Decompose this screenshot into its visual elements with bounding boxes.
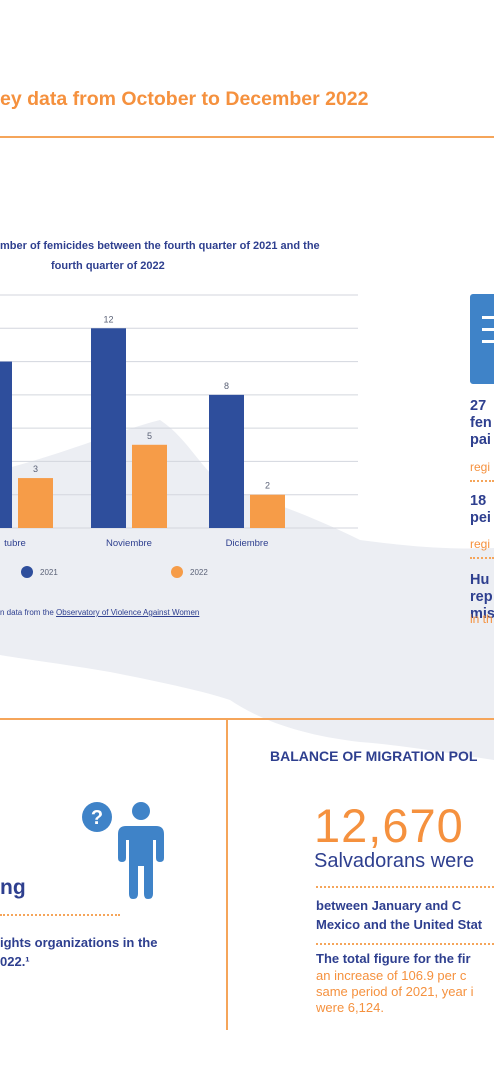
data-label: 3 (33, 464, 38, 474)
legend-label-2022: 2022 (190, 568, 208, 577)
migration-p2-line2: an increase of 106.9 per c (316, 968, 467, 983)
migration-p1-line1: between January and C (316, 898, 462, 913)
data-label: 2 (265, 481, 270, 491)
bar-2022-tubre (18, 478, 53, 528)
source-link[interactable]: Observatory of Violence Against Women (56, 608, 200, 617)
left-panel-divider (0, 914, 120, 916)
stat-1: 27 fen pai (470, 398, 492, 449)
x-tick-label: Noviembre (106, 538, 152, 549)
question-person-icon: ? (82, 802, 164, 899)
stat-3-line1: Hu (470, 572, 490, 588)
stat-2-line2: pei (470, 510, 491, 526)
legend-label-2021: 2021 (40, 568, 58, 577)
migration-p1-line2: Mexico and the United Stat (316, 917, 483, 932)
stat-2-line1: 18 (470, 493, 487, 509)
migration-p2-line4: were 6,124. (316, 1000, 384, 1015)
data-label: 8 (224, 381, 229, 391)
chart-title-line1: mber of femicides between the fourth qua… (0, 240, 320, 252)
migration-p2-line3: same period of 2021, year i (316, 984, 474, 999)
migration-paragraph-2: The total figure for the fir an increase… (316, 950, 474, 1016)
migration-divider (316, 886, 494, 888)
legend-swatch-2022 (171, 566, 183, 578)
stat-2: 18 pei (470, 493, 491, 527)
data-label: 5 (147, 431, 152, 441)
migration-divider (316, 943, 494, 945)
stat-3-sub: in th (470, 612, 493, 626)
legend-swatch-2021 (21, 566, 33, 578)
stat-1-line2: fen (470, 415, 492, 431)
stat-1-line3: pai (470, 432, 491, 448)
column-divider (226, 718, 228, 1030)
bar-2021-tubre (0, 361, 12, 528)
femicides-bar-chart: tubre Noviembre Diciembre 12 8 3 5 2 2021 2022 (0, 294, 358, 578)
section-divider (0, 718, 494, 720)
heading-divider (0, 136, 494, 138)
bar-2021-Diciembre (209, 394, 244, 528)
migration-big-number: 12,670 (314, 799, 464, 852)
left-panel-body: ights organizations in the 022.¹ (0, 933, 157, 971)
stat-divider (470, 557, 494, 559)
data-label: 12 (103, 314, 113, 324)
svg-text:?: ? (91, 807, 103, 829)
stat-1-sub: regi (470, 460, 491, 474)
list-document-icon (470, 294, 494, 384)
bar-2021-Noviembre (91, 328, 126, 528)
x-tick-label: tubre (4, 538, 26, 549)
migration-section-title: BALANCE OF MIGRATION POL (270, 748, 478, 764)
chart-source-note: n data from the Observatory of Violence … (0, 608, 200, 617)
migration-p2-line1: The total figure for the fir (316, 951, 471, 966)
left-panel-body-line2: 022.¹ (0, 954, 30, 969)
migration-subtitle: Salvadorans were (314, 850, 475, 872)
stat-1-line1: 27 (470, 398, 487, 414)
section-heading: ey data from October to December 2022 (0, 88, 369, 110)
stat-3-line3: mis (470, 606, 494, 622)
stat-2-sub: regi (470, 537, 491, 551)
left-panel-title: ng (0, 876, 26, 899)
migration-paragraph-1: between January and C Mexico and the Uni… (316, 896, 482, 934)
stat-divider (470, 480, 494, 482)
chart-title-line2: fourth quarter of 2022 (51, 260, 165, 272)
stat-3: Hu rep mis (470, 572, 494, 623)
x-tick-label: Diciembre (226, 538, 269, 549)
bar-2022-Noviembre (132, 444, 167, 528)
left-panel-body-line1: ights organizations in the (0, 935, 158, 950)
stat-3-line2: rep (470, 589, 493, 605)
bar-2022-Diciembre (250, 494, 285, 528)
